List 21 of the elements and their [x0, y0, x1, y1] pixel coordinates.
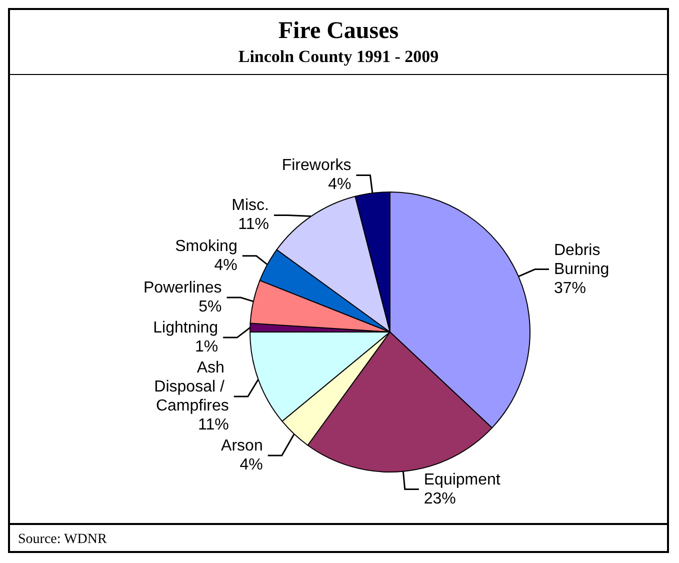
slice-label: Smoking: [175, 238, 238, 255]
data-label: 5%: [198, 298, 222, 316]
data-label: 4%: [214, 256, 238, 274]
slice-label: Misc.: [232, 197, 269, 214]
chart-title: Fire Causes: [277, 18, 400, 45]
data-label: 1%: [194, 338, 218, 356]
chart-subtitle: Lincoln County 1991 - 2009: [237, 47, 440, 67]
slice-label: Fireworks: [282, 157, 352, 174]
data-label: 23%: [424, 490, 456, 508]
data-label: 11%: [238, 216, 269, 234]
data-label: 37%: [554, 280, 586, 297]
slice-label: Debris Burning: [554, 242, 610, 278]
slice-label: Powerlines: [144, 280, 222, 297]
slice-label: Ash Disposal / Campfires: [154, 360, 229, 415]
data-label: 4%: [328, 176, 352, 194]
slice-label: Equipment: [424, 471, 501, 488]
slice-label: Lightning: [153, 320, 218, 337]
data-label: 11%: [198, 416, 229, 434]
data-label: 4%: [240, 456, 263, 474]
slice-label: Arson: [221, 438, 263, 455]
source-note: Source: WDNR: [10, 523, 667, 551]
